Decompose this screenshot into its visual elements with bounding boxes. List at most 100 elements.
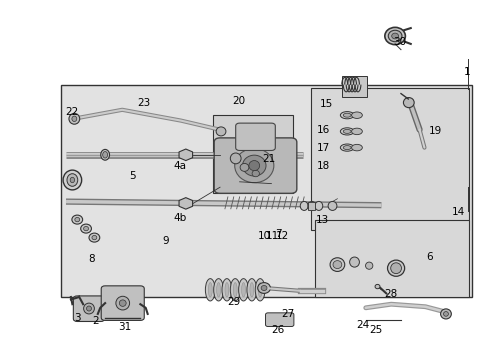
Ellipse shape (116, 296, 129, 310)
Text: 3: 3 (74, 312, 81, 323)
Text: 8: 8 (88, 254, 95, 264)
Text: 9: 9 (162, 236, 168, 246)
Ellipse shape (403, 98, 413, 108)
Ellipse shape (233, 283, 237, 297)
Text: 7: 7 (275, 229, 282, 239)
Ellipse shape (332, 261, 341, 269)
Text: 23: 23 (137, 98, 151, 108)
Ellipse shape (81, 224, 91, 233)
Text: 21: 21 (262, 154, 275, 164)
FancyBboxPatch shape (73, 296, 104, 321)
Ellipse shape (242, 155, 265, 176)
Text: 17: 17 (316, 143, 330, 153)
Ellipse shape (390, 263, 401, 274)
Ellipse shape (222, 279, 231, 301)
Text: 20: 20 (232, 96, 244, 106)
Ellipse shape (248, 161, 259, 171)
Ellipse shape (216, 283, 220, 297)
Ellipse shape (384, 27, 405, 45)
Text: 15: 15 (319, 99, 333, 109)
Text: 14: 14 (451, 207, 465, 217)
Ellipse shape (70, 177, 74, 183)
Ellipse shape (314, 202, 322, 210)
Text: 2: 2 (92, 316, 99, 326)
Text: 12: 12 (275, 231, 289, 241)
Bar (212, 115, 293, 193)
Ellipse shape (257, 283, 270, 293)
Text: 4a: 4a (173, 161, 186, 171)
Ellipse shape (343, 146, 350, 150)
Ellipse shape (246, 279, 256, 301)
Ellipse shape (102, 152, 107, 158)
Ellipse shape (63, 170, 81, 190)
FancyBboxPatch shape (214, 138, 296, 193)
Text: 24: 24 (355, 320, 369, 330)
Ellipse shape (351, 144, 362, 151)
Ellipse shape (443, 312, 447, 316)
FancyBboxPatch shape (265, 313, 293, 327)
Ellipse shape (83, 226, 88, 231)
Ellipse shape (213, 279, 223, 301)
Ellipse shape (230, 279, 240, 301)
Text: 6: 6 (425, 252, 432, 262)
Bar (310, 88, 468, 230)
Ellipse shape (386, 260, 404, 276)
Text: 30: 30 (393, 37, 406, 48)
Ellipse shape (261, 285, 266, 291)
Ellipse shape (440, 309, 450, 319)
Ellipse shape (89, 233, 100, 242)
Ellipse shape (205, 279, 215, 301)
Text: 25: 25 (368, 325, 382, 336)
Ellipse shape (351, 112, 362, 118)
Ellipse shape (234, 149, 273, 183)
Ellipse shape (307, 202, 315, 210)
Bar (61, 85, 471, 297)
Ellipse shape (72, 116, 77, 122)
Ellipse shape (343, 113, 350, 117)
Text: 16: 16 (316, 125, 330, 135)
Ellipse shape (255, 279, 264, 301)
Text: 4b: 4b (173, 213, 186, 223)
Ellipse shape (340, 112, 353, 119)
FancyBboxPatch shape (101, 286, 144, 320)
Ellipse shape (240, 163, 248, 171)
Ellipse shape (252, 170, 259, 177)
Text: 18: 18 (316, 161, 330, 171)
Ellipse shape (349, 257, 359, 267)
Text: 1: 1 (463, 67, 469, 77)
FancyBboxPatch shape (235, 123, 275, 150)
Ellipse shape (101, 149, 109, 160)
Ellipse shape (69, 113, 80, 124)
Text: 27: 27 (280, 309, 294, 319)
Ellipse shape (216, 127, 225, 136)
Ellipse shape (119, 300, 126, 306)
Ellipse shape (387, 30, 401, 42)
Ellipse shape (67, 174, 78, 186)
Ellipse shape (374, 284, 379, 289)
Ellipse shape (249, 283, 253, 297)
Ellipse shape (72, 215, 82, 224)
Ellipse shape (86, 306, 91, 311)
Ellipse shape (75, 217, 80, 222)
Bar (315, 220, 468, 297)
Ellipse shape (391, 33, 398, 39)
Text: 13: 13 (315, 215, 329, 225)
Text: 28: 28 (384, 289, 397, 300)
Text: 5: 5 (128, 171, 135, 181)
Text: 29: 29 (226, 297, 240, 307)
Ellipse shape (238, 279, 248, 301)
Ellipse shape (340, 128, 353, 135)
Ellipse shape (327, 202, 336, 210)
Ellipse shape (300, 202, 307, 210)
Bar (307, 202, 315, 210)
Ellipse shape (258, 283, 262, 297)
Ellipse shape (230, 153, 241, 164)
Text: 11: 11 (265, 231, 279, 241)
Text: 22: 22 (65, 107, 79, 117)
Text: 26: 26 (270, 325, 284, 336)
Ellipse shape (208, 283, 212, 297)
Text: 10: 10 (257, 231, 270, 241)
Text: 19: 19 (427, 126, 441, 136)
Ellipse shape (329, 258, 344, 271)
Ellipse shape (351, 128, 362, 135)
